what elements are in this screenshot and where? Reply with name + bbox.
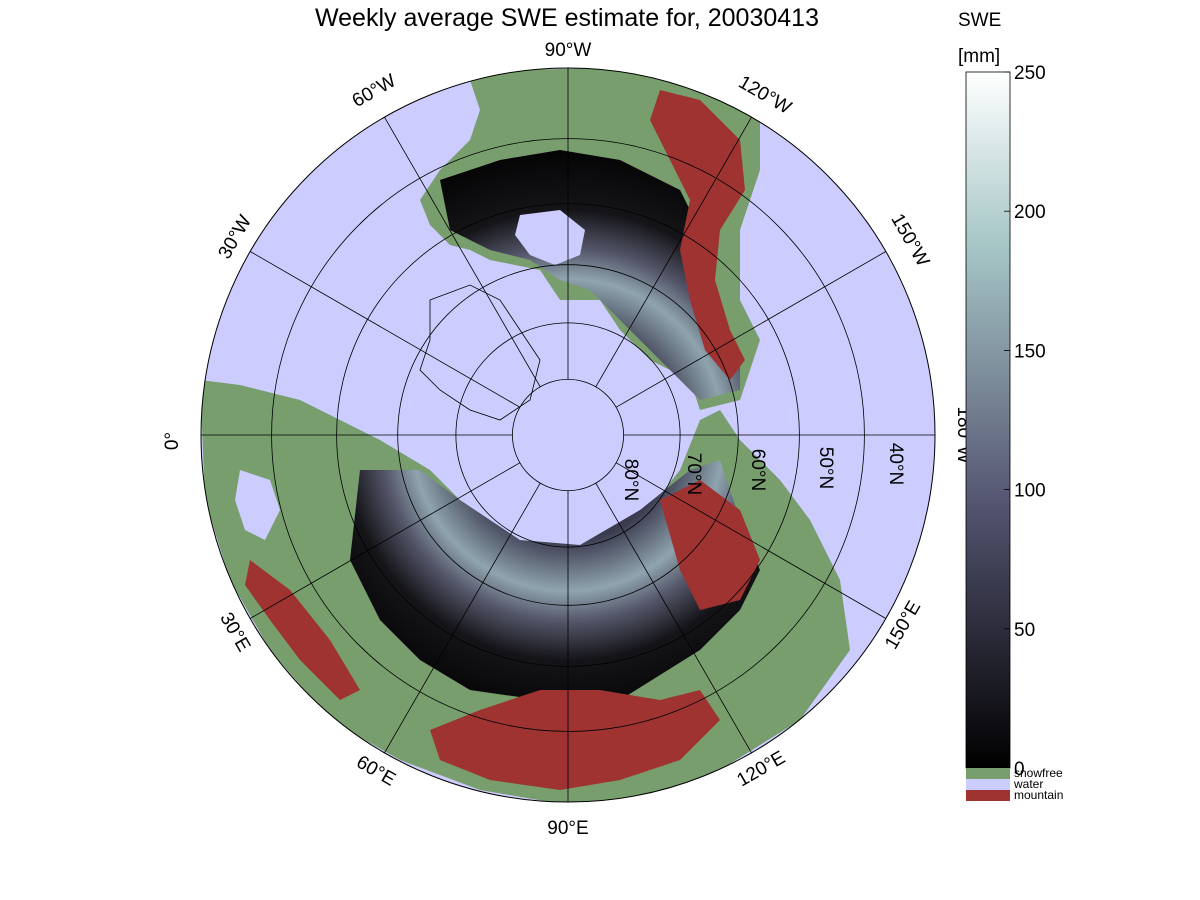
colorbar-title-line2: [mm] <box>958 46 1000 67</box>
colorbar: SWE [mm] 0 50 100 150 200 250 snowfreewatermo… <box>958 10 1063 802</box>
lon-label-90w: 90°W <box>545 40 592 61</box>
meridian-line <box>249 462 521 619</box>
graticule <box>201 68 935 802</box>
lon-label-90e: 90°E <box>547 818 588 839</box>
colorbar-tick-label: 100 <box>1014 481 1046 502</box>
central-asia-mountains <box>430 690 720 790</box>
greenland-outline <box>419 284 541 421</box>
meridian-line <box>384 116 541 388</box>
europe-mountains <box>245 560 360 700</box>
lat-label-50n: 50°N <box>815 447 836 489</box>
meridian-line <box>595 482 752 754</box>
lat-label-60n: 60°N <box>747 449 768 491</box>
meridian-line <box>615 251 887 408</box>
landmasses <box>201 68 850 802</box>
meridian-line <box>249 251 521 408</box>
meridian-line <box>384 482 541 754</box>
eurasia-snow <box>350 460 760 700</box>
lon-label-150w: 150°W <box>886 210 933 270</box>
hudson-bay <box>515 210 585 265</box>
meridian-line <box>615 462 887 619</box>
north-america-snow <box>440 150 740 400</box>
lon-label-60w: 60°W <box>349 70 400 112</box>
legend-label-water: water <box>1013 777 1043 791</box>
legend-swatch-mountain <box>966 790 1010 801</box>
baltic-sea <box>235 470 280 540</box>
legend-label-mountain: mountain <box>1014 788 1063 802</box>
lon-label-120w: 120°W <box>735 72 795 119</box>
colorbar-title-line1: SWE <box>958 10 1001 31</box>
lon-label-0: 0° <box>162 432 183 450</box>
colorbar-tick-label: 250 <box>1014 63 1046 84</box>
lon-label-60e: 60°E <box>353 752 399 791</box>
colorbar-tick-label: 50 <box>1014 620 1035 641</box>
lat-label-80n: 80°N <box>620 459 641 501</box>
colorbar-tick-label: 200 <box>1014 202 1046 223</box>
east-siberia-mountains <box>660 480 760 610</box>
page-title: Weekly average SWE estimate for, 2003041… <box>315 4 819 32</box>
meridian-line <box>595 116 752 388</box>
colorbar-tick-label: 0 <box>1014 759 1025 780</box>
legend-label-snowfree: snowfree <box>1014 766 1063 780</box>
legend-swatch-water <box>966 779 1010 790</box>
europe-land <box>201 380 340 560</box>
map-border <box>200 67 936 803</box>
rocky-mountains <box>650 90 745 380</box>
legend-swatch-snowfree <box>966 768 1010 779</box>
colorbar-tick-label: 150 <box>1014 341 1046 362</box>
colorbar-gradient <box>965 71 1011 769</box>
lat-label-40n: 40°N <box>885 443 906 485</box>
lat-label-70n: 70°N <box>683 453 704 495</box>
